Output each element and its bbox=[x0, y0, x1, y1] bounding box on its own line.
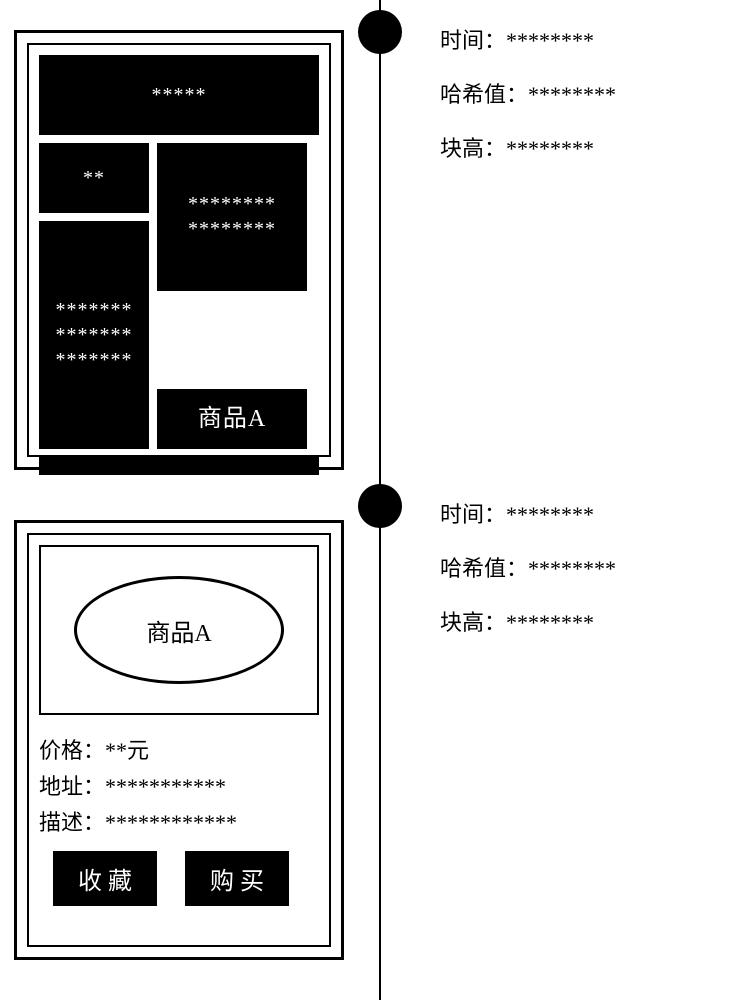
time-label: 时间： bbox=[440, 28, 506, 53]
phone-mock-detail: 商品A 价格：**元 地址：*********** 描述：***********… bbox=[14, 520, 344, 960]
buy-button[interactable]: 购 买 bbox=[185, 851, 289, 906]
feed-bottom-bar bbox=[39, 457, 319, 475]
hash-value: ******** bbox=[528, 82, 616, 107]
timeline-info-2: 时间：******** 哈希值：******** 块高：******** bbox=[440, 504, 616, 666]
price-value: **元 bbox=[105, 738, 149, 763]
time-value: ******** bbox=[506, 502, 594, 527]
product-ellipse: 商品A bbox=[74, 576, 284, 684]
time-value: ******** bbox=[506, 28, 594, 53]
timeline-dot-1 bbox=[358, 10, 402, 54]
desc-value: ************ bbox=[105, 810, 237, 835]
feed-header-cell: ***** bbox=[39, 55, 319, 135]
blockheight-label: 块高： bbox=[440, 610, 506, 635]
hash-label: 哈希值： bbox=[440, 82, 528, 107]
time-label: 时间： bbox=[440, 502, 506, 527]
blockheight-label: 块高： bbox=[440, 136, 506, 161]
feed-cell-left-bottom: ******* ******* ******* bbox=[39, 221, 149, 449]
hash-value: ******** bbox=[528, 556, 616, 581]
timeline-info-1: 时间：******** 哈希值：******** 块高：******** bbox=[440, 30, 616, 192]
blockheight-value: ******** bbox=[506, 610, 594, 635]
feed-cell-small: ** bbox=[39, 143, 149, 213]
product-label: 商品A bbox=[146, 613, 211, 648]
feed-cell-product-a[interactable]: 商品A bbox=[157, 389, 307, 449]
diagram-canvas: 时间：******** 哈希值：******** 块高：******** 时间：… bbox=[0, 0, 737, 1000]
hash-label: 哈希值： bbox=[440, 556, 528, 581]
timeline-dot-2 bbox=[358, 484, 402, 528]
address-label: 地址： bbox=[39, 774, 105, 799]
phone-mock-feed: ***** ** ******** ******** ******* *****… bbox=[14, 30, 344, 470]
product-image-frame: 商品A bbox=[39, 545, 319, 715]
price-label: 价格： bbox=[39, 738, 105, 763]
address-value: *********** bbox=[105, 774, 226, 799]
phone-screen: ***** ** ******** ******** ******* *****… bbox=[27, 43, 331, 457]
feed-cell-right-top: ******** ******** bbox=[157, 143, 307, 291]
blockheight-value: ******** bbox=[506, 136, 594, 161]
phone-screen: 商品A 价格：**元 地址：*********** 描述：***********… bbox=[27, 533, 331, 947]
favorite-button[interactable]: 收 藏 bbox=[53, 851, 157, 906]
desc-label: 描述： bbox=[39, 810, 105, 835]
